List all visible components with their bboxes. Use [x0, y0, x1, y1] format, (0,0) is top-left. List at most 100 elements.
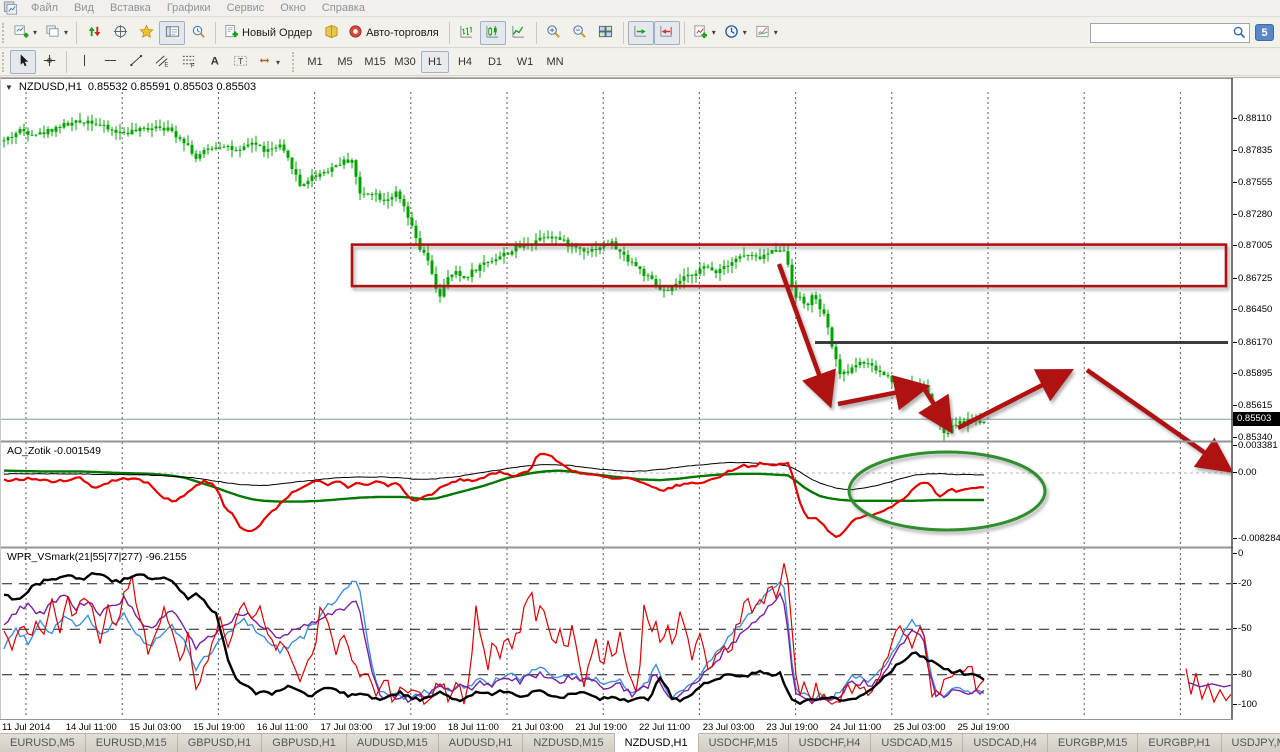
- periods-button[interactable]: ▾: [720, 21, 751, 45]
- indicators-button[interactable]: ▾: [689, 21, 720, 45]
- navigator-icon: [138, 24, 154, 42]
- timeframe-m30[interactable]: M30: [394, 56, 416, 68]
- equidistant-channel-button[interactable]: E: [149, 50, 175, 74]
- toolbar-separator: [76, 21, 78, 44]
- chevron-down-icon[interactable]: ▾: [711, 28, 716, 37]
- navigator-button[interactable]: [133, 21, 159, 45]
- zoom-out-icon: [572, 24, 587, 42]
- chart-window[interactable]: ▼ NZDUSD,H1 0.85532 0.85591 0.85503 0.85…: [0, 77, 1280, 734]
- chevron-down-icon[interactable]: ▾: [773, 28, 778, 37]
- terminal-icon: [165, 24, 180, 42]
- tile-windows-button[interactable]: [593, 21, 619, 45]
- chevron-down-icon[interactable]: ▾: [64, 28, 69, 37]
- text-label-button[interactable]: T: [227, 50, 253, 74]
- tester-icon: [191, 24, 206, 42]
- time-axis-label: 23 Jul 03:00: [702, 722, 755, 733]
- tab-eurgbp-h1[interactable]: EURGBP,H1: [1138, 734, 1222, 752]
- menu-вставка[interactable]: Вставка: [109, 2, 151, 14]
- metaeditor-icon: [324, 24, 339, 42]
- notifications-badge[interactable]: 5: [1255, 24, 1274, 41]
- collapse-icon[interactable]: ▼: [5, 82, 13, 92]
- time-axis[interactable]: 11 Jul 2014 14 Jul 11:00 15 Jul 03:00 15 Ju…: [0, 719, 1233, 734]
- svg-text:A: A: [210, 56, 218, 68]
- wpr-axis-label: 0: [1232, 547, 1244, 559]
- menu-файл[interactable]: Файл: [31, 2, 59, 14]
- svg-text:T: T: [238, 56, 243, 66]
- line-chart-button[interactable]: [506, 21, 532, 45]
- chart-shift-button[interactable]: [653, 20, 680, 45]
- fibo-icon: F: [181, 53, 196, 71]
- tab-audusd-m15[interactable]: AUDUSD,M15: [346, 734, 439, 752]
- bars-button[interactable]: [454, 21, 480, 45]
- data-window-button[interactable]: [107, 21, 133, 45]
- timeframe-d1[interactable]: D1: [487, 56, 503, 68]
- cursor-button[interactable]: [10, 50, 36, 74]
- search-icon[interactable]: [1233, 26, 1246, 39]
- menu-графики[interactable]: Графики: [166, 2, 211, 14]
- terminal-button[interactable]: [159, 20, 186, 45]
- market-watch-button[interactable]: [81, 21, 107, 45]
- autoscroll-button[interactable]: [627, 20, 654, 45]
- tab-audusd-h1[interactable]: AUDUSD,H1: [438, 734, 524, 752]
- price-axis-label: 0.86450: [1232, 304, 1273, 316]
- time-axis-label: 11 Jul 2014: [2, 722, 51, 733]
- chevron-down-icon[interactable]: ▾: [33, 28, 38, 37]
- timeframe-w1[interactable]: W1: [516, 56, 534, 68]
- timeframe-h4[interactable]: H4: [457, 56, 473, 68]
- tab-usdcad-h4[interactable]: USDCAD,H4: [963, 734, 1048, 752]
- timeframe-m1[interactable]: M1: [307, 56, 323, 68]
- timeframe-m5[interactable]: M5: [337, 56, 353, 68]
- tab-usdchf-h4[interactable]: USDCHF,H4: [788, 734, 872, 752]
- candles-button[interactable]: [479, 20, 506, 45]
- autotrading-button[interactable]: Авто-торговля: [344, 21, 445, 45]
- new-order-button[interactable]: Новый Ордер: [220, 21, 318, 45]
- tab-eurusd-m5[interactable]: EURUSD,M5: [0, 734, 86, 752]
- crosshair-button[interactable]: [36, 50, 62, 74]
- timeframe-bar: M1 M5 M15 M30 H1 H4 D1 W1 MN: [300, 51, 570, 73]
- toolbar-grip: [2, 22, 7, 43]
- zoom-out-button[interactable]: [567, 21, 593, 45]
- tab-gbpusd-h1[interactable]: GBPUSD,H1: [262, 734, 347, 752]
- chevron-down-icon[interactable]: ▾: [276, 57, 281, 67]
- tab-usdjpy-m15[interactable]: USDJPY,M15: [1221, 734, 1280, 752]
- metaeditor-button[interactable]: [318, 21, 344, 45]
- tab-nzdusd-h1[interactable]: NZDUSD,H1: [614, 733, 699, 752]
- zoom-in-button[interactable]: [541, 21, 567, 45]
- menu-справка[interactable]: Справка: [321, 2, 365, 14]
- horizontal-line-button[interactable]: [97, 50, 123, 74]
- text-button[interactable]: A: [201, 50, 227, 74]
- autoscroll-icon: [633, 24, 648, 42]
- templates-button[interactable]: ▾: [751, 21, 782, 45]
- price-axis[interactable]: 0.88110 0.87835 0.87555 0.87280 0.87005 0.867…: [1232, 78, 1280, 719]
- search-input[interactable]: [1090, 22, 1250, 43]
- trendline-button[interactable]: [123, 50, 149, 74]
- fibonacci-button[interactable]: F: [175, 50, 201, 74]
- profiles-button[interactable]: ▾: [41, 21, 72, 45]
- tab-nzdusd-m15[interactable]: NZDUSD,M15: [523, 734, 615, 752]
- chart-canvas[interactable]: [0, 78, 1233, 719]
- menu-сервис[interactable]: Сервис: [226, 2, 265, 14]
- menu-вид[interactable]: Вид: [74, 2, 94, 14]
- tab-usdchf-m15[interactable]: USDCHF,M15: [698, 734, 789, 752]
- timeframe-h1[interactable]: H1: [421, 51, 450, 73]
- new-chart-button[interactable]: ▾: [10, 21, 41, 45]
- time-axis-label: 15 Jul 03:00: [129, 722, 182, 733]
- arrows-button[interactable]: ▾: [253, 50, 284, 74]
- autotrading-icon: [348, 24, 363, 42]
- chart-title: ▼ NZDUSD,H1 0.85532 0.85591 0.85503 0.85…: [5, 81, 256, 93]
- line-icon: [511, 24, 526, 42]
- vertical-line-button[interactable]: [71, 50, 97, 74]
- crosshair-icon: [42, 53, 57, 71]
- chevron-down-icon[interactable]: ▾: [742, 28, 747, 37]
- timeframe-m15[interactable]: M15: [364, 56, 386, 68]
- tab-eurusd-m15[interactable]: EURUSD,M15: [85, 734, 178, 752]
- time-axis-label: 16 Jul 11:00: [256, 722, 308, 733]
- tab-gbpusd-h1[interactable]: GBPUSD,H1: [177, 734, 263, 752]
- tab-usdcad-m15[interactable]: USDCAD,M15: [871, 734, 964, 752]
- tab-eurgbp-m15[interactable]: EURGBP,M15: [1047, 734, 1139, 752]
- menu-окно[interactable]: Окно: [280, 2, 306, 14]
- arrows-icon: [257, 53, 272, 71]
- timeframe-mn[interactable]: MN: [546, 56, 564, 68]
- toolbar-separator: [66, 51, 67, 73]
- strategy-tester-button[interactable]: [185, 21, 211, 45]
